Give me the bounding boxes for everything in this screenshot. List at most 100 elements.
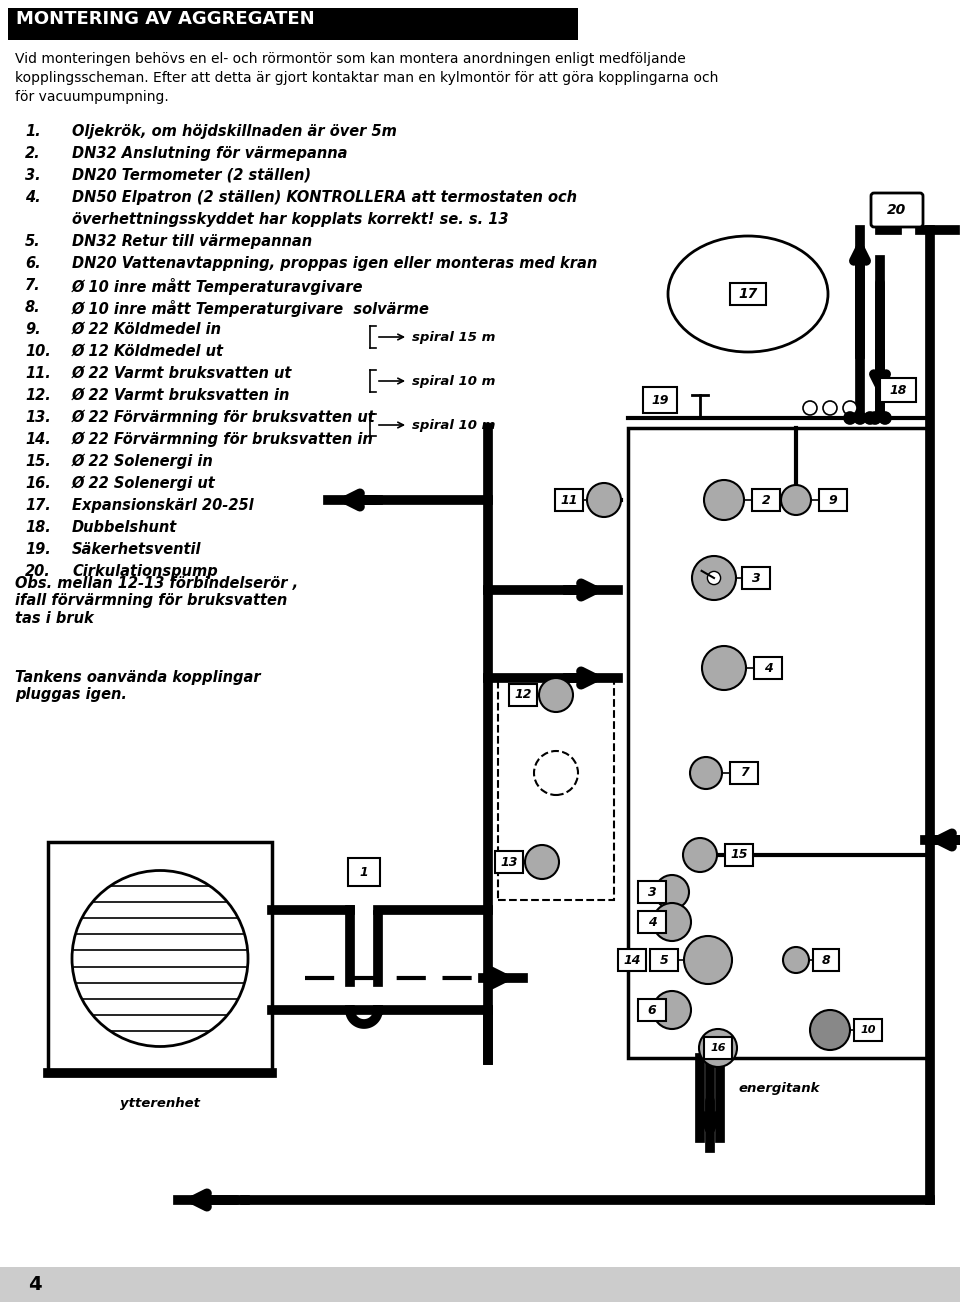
Circle shape bbox=[879, 411, 891, 424]
FancyBboxPatch shape bbox=[555, 490, 583, 510]
Text: 7: 7 bbox=[739, 767, 749, 780]
Text: 17.: 17. bbox=[25, 497, 51, 513]
Text: 14.: 14. bbox=[25, 432, 51, 447]
Circle shape bbox=[534, 751, 578, 796]
Text: 20.: 20. bbox=[25, 564, 51, 579]
Circle shape bbox=[690, 756, 722, 789]
Text: 4.: 4. bbox=[25, 190, 40, 204]
FancyBboxPatch shape bbox=[638, 881, 666, 904]
Circle shape bbox=[525, 845, 559, 879]
Circle shape bbox=[854, 411, 866, 424]
FancyBboxPatch shape bbox=[628, 428, 930, 1059]
Text: 1.: 1. bbox=[25, 124, 40, 139]
Circle shape bbox=[653, 904, 691, 941]
FancyBboxPatch shape bbox=[704, 1036, 732, 1059]
FancyBboxPatch shape bbox=[725, 844, 753, 866]
Text: 5.: 5. bbox=[25, 234, 40, 249]
Text: 5: 5 bbox=[660, 953, 668, 966]
Text: 12: 12 bbox=[515, 689, 532, 702]
Ellipse shape bbox=[668, 236, 828, 352]
Text: Cirkulationspump: Cirkulationspump bbox=[72, 564, 218, 579]
Text: 3.: 3. bbox=[25, 168, 40, 184]
Circle shape bbox=[702, 646, 746, 690]
Text: 7.: 7. bbox=[25, 279, 40, 293]
FancyBboxPatch shape bbox=[742, 566, 770, 589]
FancyBboxPatch shape bbox=[495, 852, 523, 874]
Text: spiral 15 m: spiral 15 m bbox=[412, 331, 495, 344]
Text: 9.: 9. bbox=[25, 322, 40, 337]
FancyBboxPatch shape bbox=[754, 658, 782, 680]
Text: DN32 Retur till värmepannan: DN32 Retur till värmepannan bbox=[72, 234, 312, 249]
Text: Säkerhetsventil: Säkerhetsventil bbox=[72, 542, 202, 557]
Text: Ø 22 Varmt bruksvatten in: Ø 22 Varmt bruksvatten in bbox=[72, 388, 290, 404]
Text: 18.: 18. bbox=[25, 519, 51, 535]
Text: DN32 Anslutning för värmepanna: DN32 Anslutning för värmepanna bbox=[72, 146, 348, 161]
Circle shape bbox=[653, 991, 691, 1029]
FancyBboxPatch shape bbox=[752, 490, 780, 510]
Text: 10.: 10. bbox=[25, 344, 51, 359]
FancyBboxPatch shape bbox=[618, 949, 646, 971]
Text: 13.: 13. bbox=[25, 410, 51, 424]
Circle shape bbox=[803, 401, 817, 415]
Text: Ø 12 Köldmedel ut: Ø 12 Köldmedel ut bbox=[72, 344, 224, 359]
Circle shape bbox=[843, 401, 857, 415]
FancyBboxPatch shape bbox=[650, 949, 678, 971]
Text: DN50 Elpatron (2 ställen) KONTROLLERA att termostaten och: DN50 Elpatron (2 ställen) KONTROLLERA at… bbox=[72, 190, 577, 204]
Text: MONTERING AV AGGREGATEN: MONTERING AV AGGREGATEN bbox=[16, 10, 315, 29]
Text: Ø 22 Förvärmning för bruksvatten ut: Ø 22 Förvärmning för bruksvatten ut bbox=[72, 410, 375, 426]
Text: Ø 10 inre mått Temperaturavgivare: Ø 10 inre mått Temperaturavgivare bbox=[72, 279, 364, 296]
FancyBboxPatch shape bbox=[813, 949, 839, 971]
Circle shape bbox=[844, 411, 856, 424]
Text: 3: 3 bbox=[648, 885, 657, 898]
Text: Ø 22 Förvärmning för bruksvatten in: Ø 22 Förvärmning för bruksvatten in bbox=[72, 432, 373, 448]
Circle shape bbox=[783, 947, 809, 973]
Text: 1: 1 bbox=[360, 866, 369, 879]
Text: 4: 4 bbox=[763, 661, 773, 674]
Text: kopplingsscheman. Efter att detta är gjort kontaktar man en kylmontör för att gö: kopplingsscheman. Efter att detta är gjo… bbox=[15, 72, 718, 85]
Text: 20: 20 bbox=[887, 203, 906, 217]
FancyBboxPatch shape bbox=[819, 490, 847, 510]
Text: DN20 Termometer (2 ställen): DN20 Termometer (2 ställen) bbox=[72, 168, 311, 184]
Circle shape bbox=[781, 486, 811, 516]
Text: Ø 22 Varmt bruksvatten ut: Ø 22 Varmt bruksvatten ut bbox=[72, 366, 293, 381]
Text: Ø 22 Köldmedel in: Ø 22 Köldmedel in bbox=[72, 322, 222, 337]
Circle shape bbox=[655, 875, 689, 909]
Circle shape bbox=[692, 556, 736, 600]
Text: 11.: 11. bbox=[25, 366, 51, 381]
Text: Oljekrök, om höjdskillnaden är över 5m: Oljekrök, om höjdskillnaden är över 5m bbox=[72, 124, 396, 139]
FancyBboxPatch shape bbox=[854, 1019, 882, 1042]
Text: Dubbelshunt: Dubbelshunt bbox=[72, 519, 178, 535]
FancyBboxPatch shape bbox=[348, 858, 380, 885]
Circle shape bbox=[864, 411, 876, 424]
Text: Ø 22 Solenergi in: Ø 22 Solenergi in bbox=[72, 454, 214, 470]
Text: 15.: 15. bbox=[25, 454, 51, 469]
Text: 16.: 16. bbox=[25, 477, 51, 491]
Text: 4: 4 bbox=[28, 1276, 41, 1294]
Circle shape bbox=[704, 480, 744, 519]
Bar bbox=[0, 1267, 960, 1302]
Text: 13: 13 bbox=[500, 855, 517, 868]
Text: 8.: 8. bbox=[25, 299, 40, 315]
FancyBboxPatch shape bbox=[730, 762, 758, 784]
FancyBboxPatch shape bbox=[871, 193, 923, 227]
FancyBboxPatch shape bbox=[509, 684, 537, 706]
Text: överhettningsskyddet har kopplats korrekt! se. s. 13: överhettningsskyddet har kopplats korrek… bbox=[72, 212, 509, 227]
Text: 10: 10 bbox=[860, 1025, 876, 1035]
Text: 17: 17 bbox=[738, 286, 757, 301]
Text: 3: 3 bbox=[752, 572, 760, 585]
Text: spiral 10 m: spiral 10 m bbox=[412, 375, 495, 388]
Circle shape bbox=[699, 1029, 737, 1068]
Text: för vacuumpumpning.: för vacuumpumpning. bbox=[15, 90, 169, 104]
Circle shape bbox=[810, 1010, 850, 1049]
Text: Vid monteringen behövs en el- och rörmontör som kan montera anordningen enligt m: Vid monteringen behövs en el- och rörmon… bbox=[15, 52, 685, 66]
Circle shape bbox=[708, 572, 721, 585]
Text: DN20 Vattenavtappning, proppas igen eller monteras med kran: DN20 Vattenavtappning, proppas igen elle… bbox=[72, 256, 597, 271]
FancyBboxPatch shape bbox=[638, 999, 666, 1021]
Text: Tankens oanvända kopplingar
pluggas igen.: Tankens oanvända kopplingar pluggas igen… bbox=[15, 671, 260, 702]
FancyBboxPatch shape bbox=[880, 378, 916, 402]
Text: energitank: energitank bbox=[738, 1082, 820, 1095]
Circle shape bbox=[587, 483, 621, 517]
Text: 4: 4 bbox=[648, 915, 657, 928]
Text: 9: 9 bbox=[828, 493, 837, 506]
Text: 6: 6 bbox=[648, 1004, 657, 1017]
